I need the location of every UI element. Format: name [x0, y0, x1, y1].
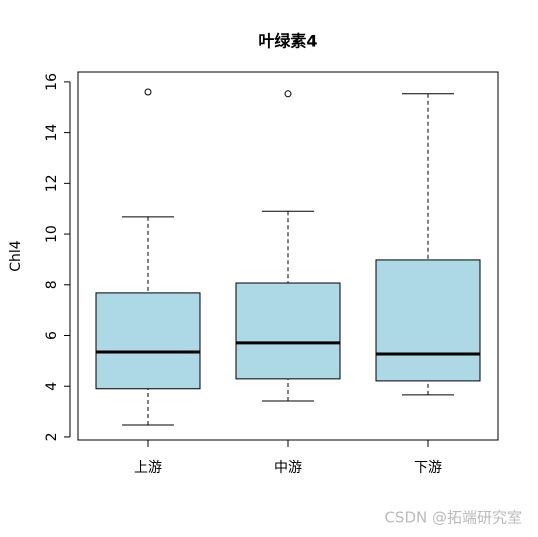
box — [375, 259, 481, 382]
box — [95, 292, 201, 390]
y-tick-label: 4 — [44, 382, 60, 391]
chart-title: 叶绿素4 — [258, 32, 317, 51]
y-tick-label: 2 — [44, 432, 60, 441]
watermark: CSDN @拓端研究室 — [384, 509, 522, 527]
y-tick-label: 6 — [44, 331, 60, 340]
y-tick-label: 12 — [44, 174, 60, 192]
x-tick-label: 下游 — [414, 460, 442, 476]
x-tick-label: 中游 — [274, 460, 302, 476]
outlier — [284, 90, 292, 98]
y-axis-label: Chl4 — [8, 240, 24, 272]
x-tick-label: 上游 — [134, 460, 162, 476]
box — [235, 282, 341, 380]
y-tick-label: 14 — [44, 124, 60, 142]
y-tick-label: 10 — [44, 225, 60, 243]
y-tick-label: 8 — [44, 280, 60, 289]
y-tick-label: 16 — [44, 73, 60, 91]
outlier — [144, 88, 152, 96]
